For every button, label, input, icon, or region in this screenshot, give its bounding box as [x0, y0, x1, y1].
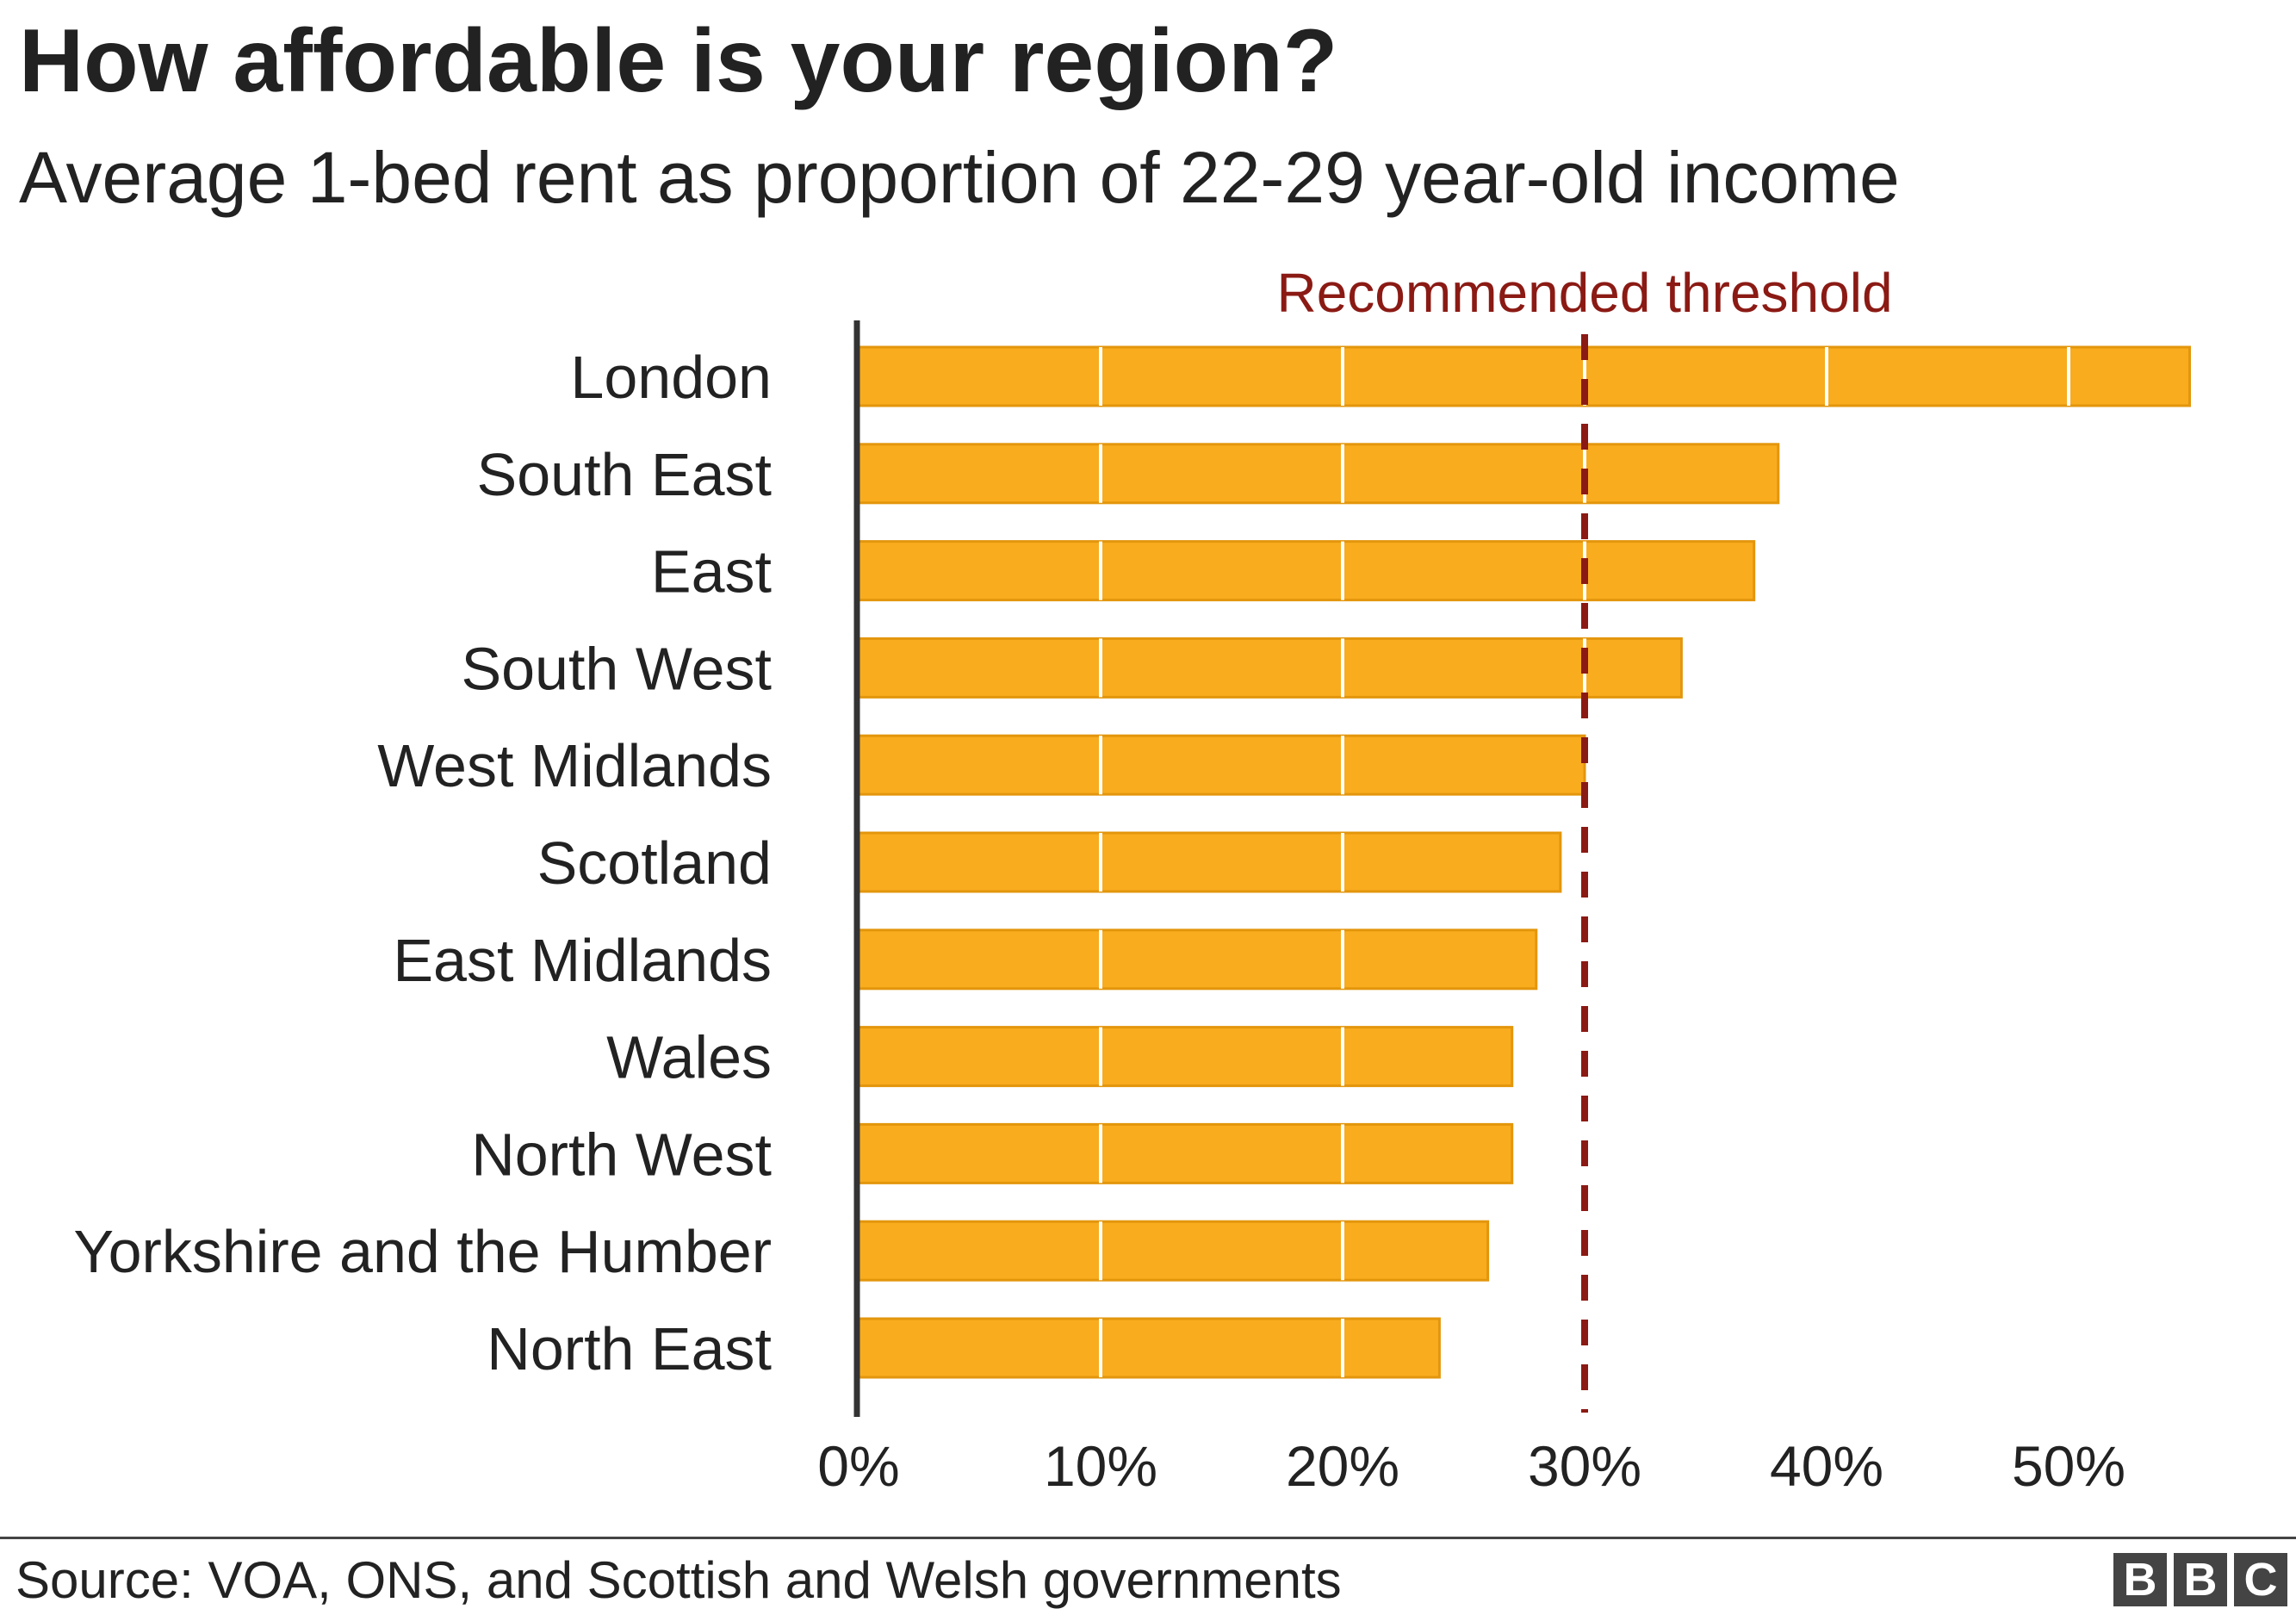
bbc-logo-letter: B: [2174, 1553, 2227, 1606]
bar: [857, 831, 1562, 893]
bar: [857, 540, 1756, 602]
x-tick-label: 10%: [1044, 1434, 1157, 1498]
bar: [857, 734, 1586, 796]
category-label: Wales: [606, 1024, 772, 1091]
x-tick-label: 50%: [2012, 1434, 2125, 1498]
bbc-logo: B B C: [2113, 1553, 2287, 1606]
bar: [857, 1317, 1441, 1379]
x-tick-label: 20%: [1286, 1434, 1399, 1498]
category-label: South West: [461, 635, 772, 702]
bar: [857, 929, 1538, 991]
bar: [857, 1220, 1490, 1282]
x-tick-label: 30%: [1528, 1434, 1641, 1498]
category-label: London: [570, 344, 772, 411]
category-label: East Midlands: [393, 927, 772, 994]
x-axis-tick-labels: 0% 10% 20% 30% 40% 50%: [817, 1434, 2125, 1498]
category-label: East: [651, 538, 772, 606]
threshold-label: Recommended threshold: [1276, 262, 1892, 324]
chart-subtitle: Average 1-bed rent as proportion of 22-2…: [19, 137, 1900, 218]
footer-divider: [0, 1537, 2296, 1539]
category-label: South East: [477, 441, 772, 508]
source-note: Source: VOA, ONS, and Scottish and Welsh…: [16, 1551, 1342, 1609]
bar: [857, 443, 1780, 505]
category-label: North West: [471, 1121, 772, 1188]
bar: [857, 637, 1683, 699]
category-labels: London South East East South West West Midla…: [73, 344, 772, 1382]
chart-title: How affordable is your region?: [19, 11, 1338, 111]
category-label: West Midlands: [377, 732, 772, 799]
category-label: Yorkshire and the Humber: [73, 1218, 772, 1285]
bbc-logo-letter: B: [2113, 1553, 2167, 1606]
bar: [857, 345, 2191, 407]
bar-chart: London South East East South West West Midla…: [73, 262, 2191, 1498]
x-tick-label: 0%: [817, 1434, 899, 1498]
bars-layer: [857, 345, 2191, 1379]
bar: [857, 1026, 1514, 1088]
category-label: North East: [487, 1315, 772, 1382]
x-tick-label: 40%: [1770, 1434, 1883, 1498]
bbc-logo-letter: C: [2234, 1553, 2287, 1606]
bar: [857, 1122, 1514, 1184]
category-label: Scotland: [537, 829, 772, 897]
